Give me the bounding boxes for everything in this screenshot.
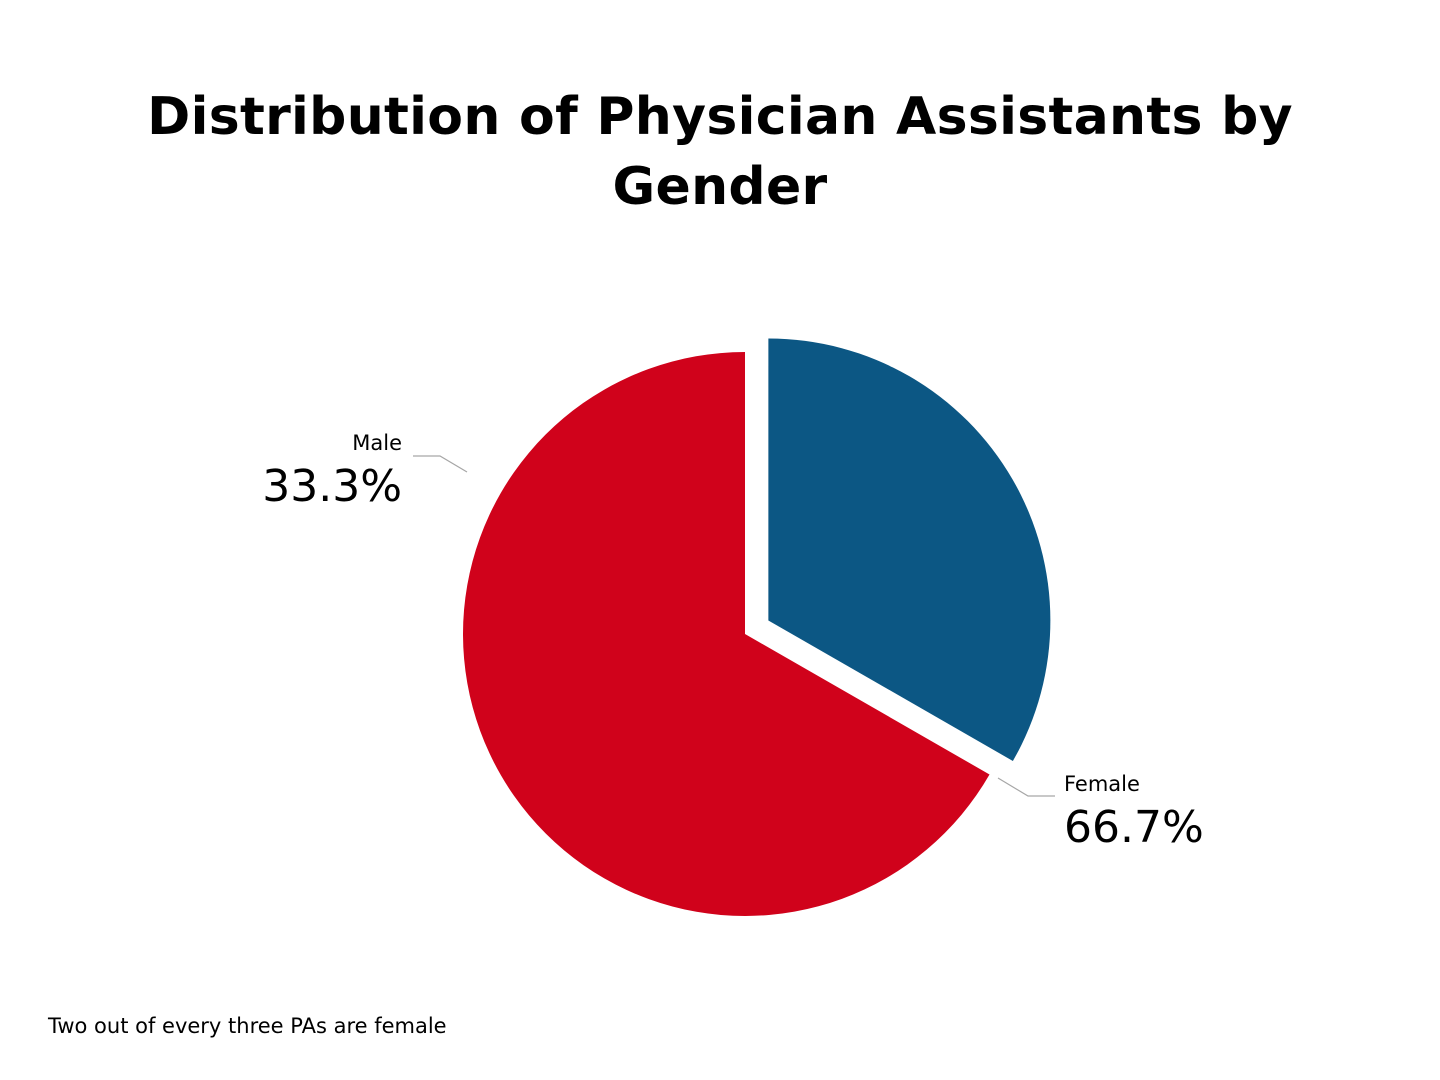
pie-slice-male: [768, 338, 1051, 761]
pie-labels: Male 33.3% Female 66.7%: [262, 431, 1204, 853]
pie-slices: [462, 338, 1051, 916]
leader-line-male: [413, 455, 468, 473]
pie-slice-female: [462, 352, 990, 916]
slice-value-male: 33.3%: [262, 461, 402, 512]
slice-label-female: Female: [1064, 772, 1140, 796]
footnote: Two out of every three PAs are female: [48, 1014, 447, 1038]
slice-label-male: Male: [352, 431, 402, 455]
slice-value-female: 66.7%: [1064, 802, 1204, 853]
chart-title: Distribution of Physician Assistants by …: [147, 87, 1293, 217]
leader-line-female: [997, 777, 1055, 797]
